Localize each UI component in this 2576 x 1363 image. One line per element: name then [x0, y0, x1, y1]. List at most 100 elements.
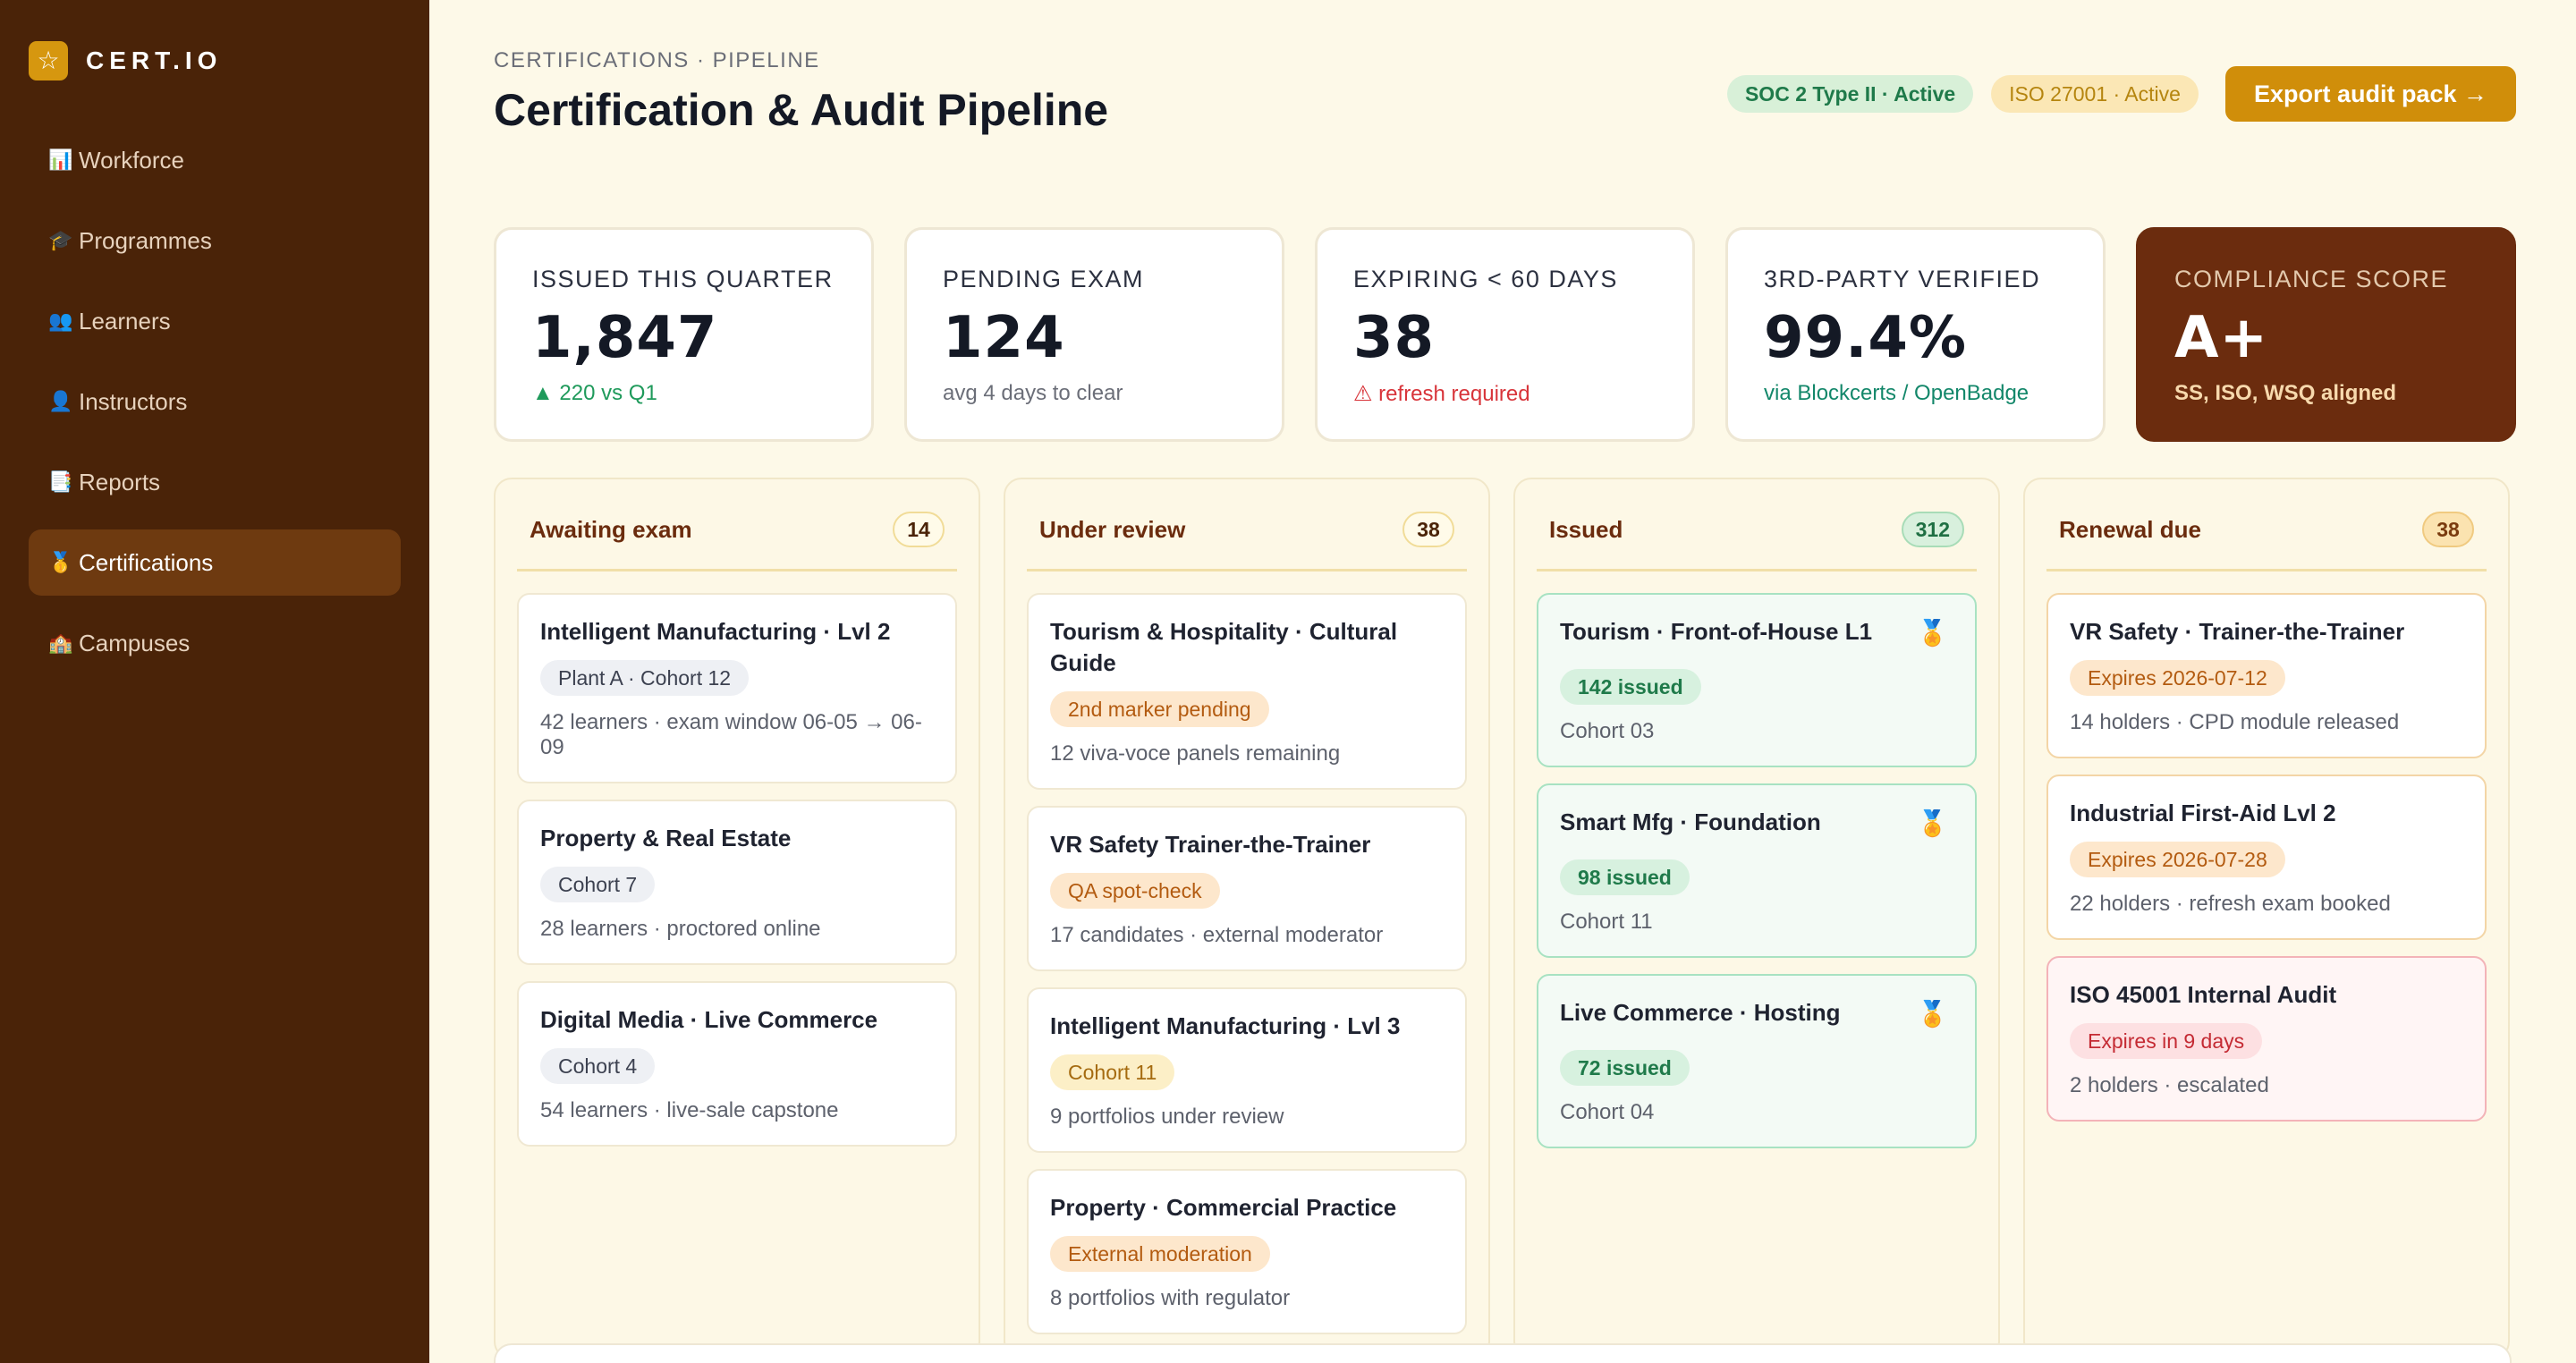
column-title: Renewal due	[2059, 515, 2201, 543]
card-tag: 98 issued	[1560, 859, 1690, 895]
sidebar-nav: 📊 Workforce 🎓 Programmes 👥 Learners 👤 In…	[29, 127, 401, 676]
card-title: Intelligent Manufacturing · Lvl 3	[1050, 1012, 1401, 1039]
bar-chart-icon: 📊	[48, 148, 73, 171]
school-building-icon: 🏫	[48, 631, 73, 654]
card-tag: External moderation	[1050, 1236, 1270, 1272]
kpi-warning: ⚠ refresh required	[1353, 382, 1530, 406]
column-count-badge: 38	[2422, 512, 2474, 547]
card-tag: Expires 2026-07-28	[2070, 842, 2285, 877]
kpi-card-pending[interactable]: PENDING EXAM 124 avg 4 days to clear	[904, 227, 1284, 442]
card-tag: Plant A · Cohort 12	[540, 660, 750, 696]
card-meta: Cohort 03	[1560, 719, 1655, 743]
user-icon: 👤	[48, 390, 73, 412]
sidebar-item-programmes[interactable]: 🎓 Programmes	[29, 207, 401, 274]
pipeline-card[interactable]: VR Safety · Trainer-the-Trainer Expires …	[2046, 593, 2487, 758]
pipeline-card[interactable]: Tourism & Hospitality · Cultural Guide 2…	[1027, 593, 1467, 790]
pipeline-card[interactable]: ISO 45001 Internal Audit Expires in 9 da…	[2046, 956, 2487, 1122]
sidebar-item-learners[interactable]: 👥 Learners	[29, 288, 401, 354]
soc2-status-badge: SOC 2 Type II · Active	[1726, 75, 1974, 113]
kpi-value: 99.4%	[1764, 305, 1968, 371]
card-title: Digital Media · Live Commerce	[540, 1006, 878, 1033]
sidebar-item-label: Instructors	[79, 387, 188, 415]
kpi-card-issued[interactable]: ISSUED THIS QUARTER 1,847 ▲ 220 vs Q1	[494, 227, 874, 442]
card-title: Smart Mfg · Foundation	[1560, 808, 1821, 835]
brand-name: CERT.IO	[86, 47, 223, 74]
card-meta: 2 holders · escalated	[2070, 1073, 2269, 1097]
column-count-badge: 14	[893, 512, 945, 547]
card-title: Intelligent Manufacturing · Lvl 2	[540, 618, 891, 645]
pipeline-card[interactable]: Property · Commercial Practice External …	[1027, 1169, 1467, 1334]
brand[interactable]: ☆ CERT.IO	[29, 41, 401, 80]
sidebar: ☆ CERT.IO 📊 Workforce 🎓 Programmes 👥 Lea…	[0, 0, 429, 1363]
card-title: Tourism & Hospitality · Cultural Guide	[1050, 618, 1398, 676]
sidebar-item-label: Certifications	[79, 548, 214, 576]
sidebar-item-workforce[interactable]: 📊 Workforce	[29, 127, 401, 193]
sidebar-item-label: Reports	[79, 468, 161, 495]
kpi-label: PENDING EXAM	[943, 266, 1145, 292]
card-tag: Expires 2026-07-12	[2070, 660, 2285, 696]
users-icon: 👥	[48, 309, 73, 332]
card-title: Tourism · Front-of-House L1	[1560, 618, 1873, 645]
card-meta: Cohort 04	[1560, 1100, 1655, 1124]
pipeline-board: Awaiting exam 14 Intelligent Manufacturi…	[494, 478, 2516, 1359]
sidebar-item-label: Campuses	[79, 629, 191, 656]
sidebar-item-instructors[interactable]: 👤 Instructors	[29, 368, 401, 435]
kpi-card-expiring[interactable]: EXPIRING < 60 DAYS 38 ⚠ refresh required	[1315, 227, 1695, 442]
pipeline-card[interactable]: Industrial First-Aid Lvl 2 Expires 2026-…	[2046, 775, 2487, 940]
pipeline-card[interactable]: Property & Real Estate Cohort 7 28 learn…	[517, 800, 957, 965]
header-titles: CERTIFICATIONS · PIPELINE Certification …	[494, 48, 1108, 136]
medal-icon: 🏅	[1917, 1000, 1948, 1028]
card-tag: 72 issued	[1560, 1050, 1690, 1086]
card-meta: 8 portfolios with regulator	[1050, 1286, 1291, 1310]
card-title: Industrial First-Aid Lvl 2	[2070, 800, 2336, 826]
kpi-sub: avg 4 days to clear	[943, 381, 1123, 405]
medal-icon: 🥇	[48, 551, 73, 573]
card-meta: 22 holders · refresh exam booked	[2070, 892, 2391, 916]
card-tag: QA spot-check	[1050, 873, 1220, 909]
card-tag: 142 issued	[1560, 669, 1701, 705]
pipeline-card[interactable]: Intelligent Manufacturing · Lvl 3 Cohort…	[1027, 987, 1467, 1153]
breadcrumb: CERTIFICATIONS · PIPELINE	[494, 48, 820, 72]
kpi-sub: via Blockcerts / OpenBadge	[1764, 381, 2029, 405]
column-count-badge: 38	[1402, 512, 1454, 547]
column-header: Issued 312	[1537, 503, 1977, 571]
card-tag: Cohort 7	[540, 867, 656, 902]
card-meta: 28 learners · proctored online	[540, 917, 821, 941]
card-meta: Cohort 11	[1560, 910, 1653, 934]
card-title: Live Commerce · Hosting	[1560, 999, 1841, 1026]
medal-icon: 🏅	[1917, 619, 1948, 647]
pipeline-card[interactable]: 🏅 Tourism · Front-of-House L1 142 issued…	[1537, 593, 1977, 767]
sidebar-item-certifications[interactable]: 🥇 Certifications	[29, 529, 401, 596]
pipeline-card[interactable]: 🏅 Smart Mfg · Foundation 98 issued Cohor…	[1537, 783, 1977, 958]
sidebar-item-reports[interactable]: 📑 Reports	[29, 449, 401, 515]
card-meta: 9 portfolios under review	[1050, 1105, 1284, 1129]
kpi-card-verified[interactable]: 3RD-PARTY VERIFIED 99.4% via Blockcerts …	[1725, 227, 2106, 442]
column-issued: Issued 312 🏅 Tourism · Front-of-House L1…	[1513, 478, 2000, 1359]
card-meta: 14 holders · CPD module released	[2070, 710, 2400, 734]
kpi-label: 3RD-PARTY VERIFIED	[1764, 266, 2041, 292]
iso27001-status-badge: ISO 27001 · Active	[1991, 75, 2199, 113]
sidebar-item-campuses[interactable]: 🏫 Campuses	[29, 610, 401, 676]
page-header: CERTIFICATIONS · PIPELINE Certification …	[494, 48, 2516, 179]
column-title: Awaiting exam	[530, 515, 692, 543]
pipeline-card[interactable]: VR Safety Trainer-the-Trainer QA spot-ch…	[1027, 806, 1467, 971]
kpi-delta: ▲ 220 vs Q1	[532, 381, 657, 405]
kpi-value: 1,847	[532, 305, 718, 371]
column-title: Under review	[1039, 515, 1186, 543]
card-title: ISO 45001 Internal Audit	[2070, 981, 2337, 1008]
pipeline-card[interactable]: 🏅 Live Commerce · Hosting 72 issued Coho…	[1537, 974, 1977, 1148]
pipeline-card[interactable]: Intelligent Manufacturing · Lvl 2 Plant …	[517, 593, 957, 783]
page-title: Certification & Audit Pipeline	[494, 85, 1109, 135]
card-tag: Expires in 9 days	[2070, 1023, 2263, 1059]
kpi-row: ISSUED THIS QUARTER 1,847 ▲ 220 vs Q1 PE…	[494, 227, 2516, 442]
header-actions: SOC 2 Type II · Active ISO 27001 · Activ…	[1726, 66, 2516, 122]
card-meta: 17 candidates · external moderator	[1050, 923, 1384, 947]
kpi-label: ISSUED THIS QUARTER	[532, 266, 834, 292]
column-header: Awaiting exam 14	[517, 503, 957, 571]
export-audit-pack-button[interactable]: Export audit pack →	[2224, 66, 2516, 122]
column-count-badge: 312	[1901, 512, 1964, 547]
card-title: Property · Commercial Practice	[1050, 1194, 1397, 1221]
kpi-card-compliance[interactable]: COMPLIANCE SCORE A+ SS, ISO, WSQ aligned	[2136, 227, 2516, 442]
card-meta: 12 viva-voce panels remaining	[1050, 741, 1341, 766]
pipeline-card[interactable]: Digital Media · Live Commerce Cohort 4 5…	[517, 981, 957, 1147]
